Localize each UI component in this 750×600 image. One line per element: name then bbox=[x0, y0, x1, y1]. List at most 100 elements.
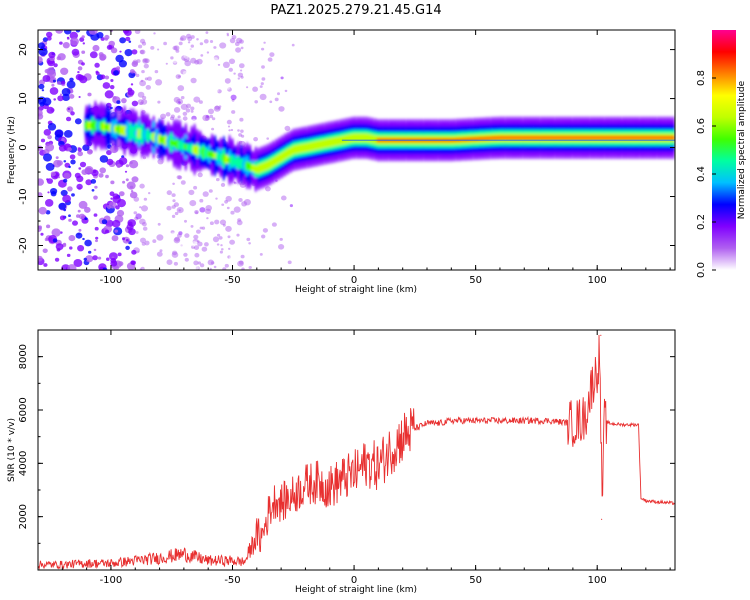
spectrogram-noise-blob bbox=[261, 65, 265, 69]
spectrogram-noise-blob bbox=[274, 97, 279, 102]
spectrogram-noise-blob bbox=[129, 191, 138, 199]
spectrogram-noise-blob bbox=[49, 87, 59, 95]
spectrogram-noise-blob bbox=[131, 249, 137, 255]
spectrogram-noise-blob bbox=[110, 79, 114, 82]
spectrogram-noise-blob bbox=[77, 151, 83, 157]
spectrogram-noise-blob bbox=[248, 242, 251, 245]
spectrogram-noise-blob bbox=[200, 54, 204, 57]
spectrogram-noise-blob bbox=[78, 96, 81, 98]
spectrogram-noise-blob bbox=[239, 39, 244, 44]
spectrogram-noise-blob bbox=[128, 228, 136, 236]
spectrogram-noise-blob bbox=[153, 32, 156, 35]
spectrogram-noise-blob bbox=[131, 100, 139, 107]
spectrogram-noise-blob bbox=[157, 189, 163, 196]
spectrogram-noise-blob bbox=[110, 197, 113, 200]
spectrogram-noise-blob bbox=[125, 245, 130, 250]
spectrogram-noise-blob bbox=[106, 44, 113, 50]
spectrogram-noise-blob bbox=[139, 80, 147, 87]
spectrogram-noise-blob bbox=[212, 236, 220, 243]
spectrogram-noise-blob bbox=[221, 248, 224, 251]
spectrogram-noise-blob bbox=[199, 207, 206, 213]
spectrogram-noise-blob bbox=[129, 161, 133, 165]
spectrogram-noise-blob bbox=[104, 75, 110, 80]
spectrogram-noise-blob bbox=[54, 257, 60, 262]
spectrogram-noise-blob bbox=[160, 113, 167, 120]
snr-xtick-label: 100 bbox=[588, 575, 607, 586]
spectrogram-noise-blob bbox=[234, 41, 240, 47]
spectrogram-noise-blob bbox=[47, 191, 50, 194]
spectrogram-noise-blob bbox=[118, 261, 124, 267]
spectrogram-noise-blob bbox=[240, 46, 244, 50]
spectrogram-noise-blob bbox=[226, 206, 230, 210]
spectrogram-noise-blob bbox=[130, 190, 134, 193]
spectrogram-noise-blob bbox=[166, 205, 172, 211]
spectrogram-noise-blob bbox=[119, 50, 122, 53]
spectrogram-noise-blob bbox=[157, 41, 164, 47]
colorbar-tick-label: 0.6 bbox=[696, 118, 707, 134]
spectrogram-noise-blob bbox=[52, 238, 58, 243]
spectrogram-noise-blob bbox=[56, 81, 62, 85]
spectrogram-noise-blob bbox=[202, 114, 210, 122]
spectrogram-noise-blob bbox=[66, 253, 71, 257]
spectrogram-noise-blob bbox=[217, 233, 221, 237]
spectrogram-noise-blob bbox=[88, 250, 92, 254]
spectrogram-noise-blob bbox=[145, 85, 151, 90]
spectrogram-noise-blob bbox=[196, 229, 201, 234]
spectrogram-noise-blob bbox=[100, 74, 106, 80]
spectrogram-noise-blob bbox=[125, 178, 129, 182]
spectrogram-noise-blob bbox=[59, 93, 63, 96]
spectrogram-noise-blob bbox=[57, 176, 61, 179]
spectrogram-noise-blob bbox=[59, 215, 66, 221]
spectrogram-noise-blob bbox=[128, 40, 132, 43]
spectrogram-noise-blob bbox=[219, 42, 227, 49]
spectrogram-noise-blob bbox=[209, 221, 214, 225]
spectrogram-noise-blob bbox=[197, 172, 203, 178]
spectrogram-noise-blob bbox=[94, 62, 100, 68]
spectrogram-noise-blob bbox=[239, 260, 244, 265]
spectrogram-noise-blob bbox=[182, 111, 188, 116]
spectrogram-noise-blob bbox=[134, 30, 141, 34]
spectrogram-noise-blob bbox=[95, 236, 99, 240]
spectrogram-noise-blob bbox=[137, 250, 140, 253]
spectrogram-noise-blob bbox=[84, 217, 88, 221]
spectrogram-noise-blob bbox=[78, 200, 88, 209]
colorbar-ticks: 0.0 0.2 0.4 0.6 0.8 bbox=[696, 70, 716, 278]
spectrogram-noise-blob bbox=[132, 59, 139, 65]
spectrogram-noise-blob bbox=[192, 90, 198, 95]
spectrogram-noise-blob bbox=[190, 44, 194, 48]
spectrogram-noise-blob bbox=[178, 209, 181, 212]
spectrogram-noise-blob bbox=[199, 263, 205, 268]
snr-background bbox=[38, 330, 675, 570]
spectrogram-noise-blob bbox=[156, 234, 164, 241]
spectrogram-noise-blob bbox=[174, 211, 179, 216]
spectrogram-noise-blob bbox=[172, 182, 175, 185]
spectrogram-noise-blob bbox=[218, 118, 222, 122]
spectrogram-noise-blob bbox=[61, 138, 65, 142]
spectrogram-ridge-blob bbox=[84, 119, 89, 132]
spectrogram-noise-blob bbox=[156, 251, 163, 257]
spectrogram-noise-blob bbox=[73, 259, 83, 267]
spectrogram-noise-blob bbox=[220, 244, 223, 247]
spectrogram-noise-blob bbox=[95, 71, 100, 76]
spectrogram-noise-blob bbox=[171, 193, 176, 198]
spectrogram-noise-blob bbox=[74, 118, 82, 125]
spectrogram-noise-blob bbox=[173, 96, 181, 103]
spectrogram-noise-blob bbox=[66, 36, 70, 39]
spectrogram-noise-blob bbox=[67, 107, 71, 110]
spectrogram-noise-blob bbox=[218, 236, 223, 240]
spectrogram-noise-blob bbox=[109, 252, 118, 261]
spectrogram-noise-blob bbox=[231, 79, 238, 85]
spectrogram-noise-blob bbox=[52, 79, 56, 83]
spectrogram-noise-blob bbox=[51, 83, 55, 87]
spectrogram-noise-blob bbox=[229, 255, 235, 261]
spectrogram-ytick-label: 20 bbox=[18, 43, 29, 56]
spectrogram-noise-blob bbox=[46, 67, 55, 76]
spectrogram-noise-blob bbox=[233, 206, 241, 213]
spectrogram-noise-blob bbox=[128, 71, 136, 79]
spectrogram-noise-blob bbox=[223, 132, 229, 137]
spectrogram-noise-blob bbox=[193, 234, 199, 240]
spectrogram-noise-blob bbox=[69, 154, 76, 160]
spectrogram-noise-blob bbox=[219, 239, 226, 246]
spectrogram-noise-blob bbox=[166, 72, 172, 78]
